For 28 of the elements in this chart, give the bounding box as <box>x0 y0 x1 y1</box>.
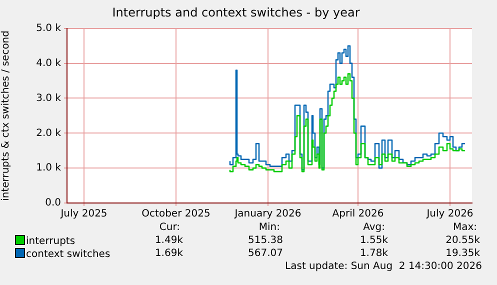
chart-title: Interrupts and context switches - by year <box>112 5 360 20</box>
text: 1.49k <box>154 235 183 246</box>
text: Last update: Sun Aug 2 14:30:00 2026 <box>285 261 482 272</box>
text: 1.69k <box>154 248 183 259</box>
y-tick-label: 4.0 k <box>36 58 62 69</box>
text: Cur: <box>159 222 180 233</box>
text: 1.55k <box>360 235 388 246</box>
y-tick-label: 5.0 k <box>36 22 62 34</box>
y-tick-label: 0.0 <box>45 198 61 209</box>
x-tick-label: January 2026 <box>234 208 302 220</box>
text: 19.35k <box>446 248 480 259</box>
y-tick-label: 2.0 k <box>36 128 62 139</box>
text: 515.38 <box>248 235 283 246</box>
y-tick-label: 3.0 k <box>36 92 62 104</box>
text: 20.55k <box>446 235 480 246</box>
legend-label: context switches <box>25 248 110 260</box>
text: Avg: <box>363 222 385 233</box>
legend-label: interrupts <box>25 235 76 247</box>
text: Max: <box>452 222 477 233</box>
text: 1.78k <box>360 248 388 259</box>
x-tick-label: July 2026 <box>426 208 474 220</box>
x-tick-label: July 2025 <box>60 208 108 220</box>
text: Min: <box>258 222 280 233</box>
text: 567.07 <box>248 248 283 259</box>
x-tick-label: October 2025 <box>142 208 210 220</box>
y-axis-title: interrupts & ctx switches / second <box>0 30 12 201</box>
x-tick-label: April 2026 <box>332 208 384 220</box>
y-tick-label: 1.0 k <box>36 162 62 174</box>
